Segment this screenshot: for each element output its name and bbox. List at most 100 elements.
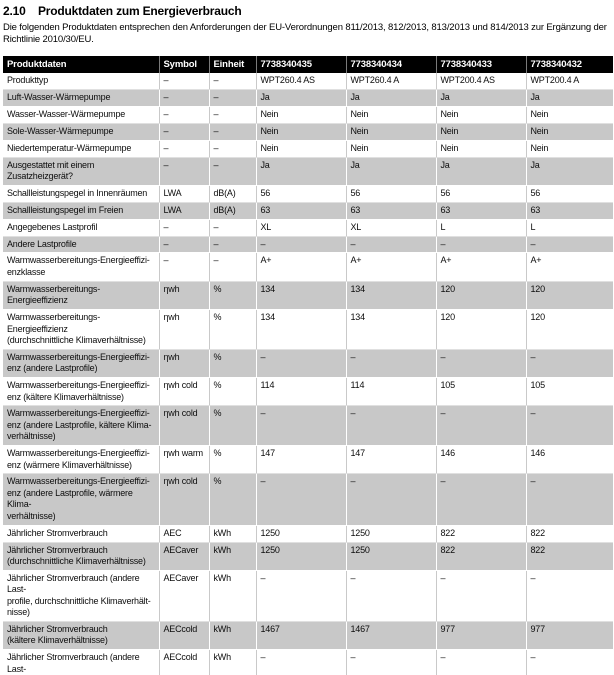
- row-value-cell: 63: [255, 202, 346, 220]
- row-value-cell: A+: [255, 252, 346, 282]
- row-value-cell: 1467: [255, 621, 346, 651]
- row-unit-cell: %: [208, 445, 256, 475]
- row-value-cell: 822: [435, 525, 526, 543]
- row-value-cell: WPT200.4 A: [525, 73, 613, 90]
- row-label-cell: Jährlicher Stromverbrauch: [3, 525, 159, 543]
- row-unit-cell: %: [208, 405, 256, 447]
- row-value-cell: 1467: [345, 621, 436, 651]
- row-unit-cell: –: [208, 236, 256, 254]
- row-symbol-cell: LWA: [158, 185, 209, 203]
- row-value-cell: –: [525, 473, 613, 526]
- row-symbol-cell: AECcold: [158, 621, 209, 651]
- row-symbol-cell: LWA: [158, 202, 209, 220]
- row-value-cell: 56: [255, 185, 346, 203]
- row-value-cell: –: [345, 236, 436, 254]
- table-row: Produkttyp – – WPT260.4 AS WPT260.4 A WP…: [3, 73, 613, 90]
- row-unit-cell: –: [208, 106, 256, 124]
- row-unit-cell: –: [208, 219, 256, 237]
- row-value-cell: Nein: [255, 140, 346, 158]
- row-symbol-cell: –: [158, 157, 209, 186]
- row-label-cell: Warmwasserbereitungs-Energieeffizi- enz …: [3, 445, 159, 475]
- row-value-cell: 63: [525, 202, 613, 220]
- row-value-cell: Ja: [525, 157, 613, 186]
- row-symbol-cell: ηwh: [158, 281, 209, 311]
- row-symbol-cell: ηwh warm: [158, 445, 209, 475]
- row-symbol-cell: –: [158, 73, 209, 90]
- row-symbol-cell: ηwh: [158, 349, 209, 379]
- row-value-cell: Nein: [345, 106, 436, 124]
- row-value-cell: –: [435, 236, 526, 254]
- row-unit-cell: %: [208, 309, 256, 350]
- row-value-cell: 134: [345, 309, 436, 350]
- row-label-cell: Schallleistungspegel im Freien: [3, 202, 159, 220]
- section-heading: 2.10 Produktdaten zum Energieverbrauch: [3, 4, 612, 18]
- row-value-cell: A+: [345, 252, 436, 282]
- row-value-cell: –: [255, 649, 346, 675]
- row-value-cell: –: [255, 473, 346, 526]
- column-header-produktdaten: Produktdaten: [3, 56, 159, 73]
- row-value-cell: Ja: [435, 157, 526, 186]
- row-symbol-cell: –: [158, 236, 209, 254]
- row-value-cell: 134: [345, 281, 436, 311]
- row-symbol-cell: –: [158, 123, 209, 141]
- row-value-cell: XL: [255, 219, 346, 237]
- table-row: Warmwasserbereitungs-Energieeffizi- enz …: [3, 349, 613, 379]
- row-value-cell: 147: [345, 445, 436, 475]
- row-value-cell: –: [525, 649, 613, 675]
- table-row: Jährlicher Stromverbrauch (andere Last- …: [3, 649, 613, 675]
- row-unit-cell: kWh: [208, 649, 256, 675]
- row-unit-cell: kWh: [208, 542, 256, 571]
- row-label-cell: Wasser-Wasser-Wärmepumpe: [3, 106, 159, 124]
- row-value-cell: 134: [255, 309, 346, 350]
- row-value-cell: Ja: [525, 89, 613, 107]
- row-label-cell: Warmwasserbereitungs-Energieeffizienz: [3, 281, 159, 311]
- row-label-cell: Warmwasserbereitungs-Energieeffizi- enz …: [3, 405, 159, 447]
- row-value-cell: WPT260.4 AS: [255, 73, 346, 90]
- row-value-cell: XL: [345, 219, 436, 237]
- page-title: Produktdaten zum Energieverbrauch: [38, 4, 242, 18]
- row-value-cell: 977: [435, 621, 526, 651]
- row-value-cell: 105: [435, 377, 526, 407]
- row-label-cell: Warmwasserbereitungs-Energieeffizi- enz …: [3, 349, 159, 379]
- table-row: Ausgestattet mit einem Zusatzheizgerät? …: [3, 157, 613, 186]
- row-value-cell: Nein: [435, 123, 526, 141]
- table-row: Luft-Wasser-Wärmepumpe – – Ja Ja Ja Ja: [3, 89, 613, 107]
- intro-paragraph: Die folgenden Produktdaten entsprechen d…: [3, 22, 607, 45]
- row-value-cell: Ja: [255, 157, 346, 186]
- row-symbol-cell: AECaver: [158, 570, 209, 622]
- table-row: Jährlicher Stromverbrauch (kältere Klima…: [3, 621, 613, 651]
- row-symbol-cell: –: [158, 219, 209, 237]
- row-label-cell: Niedertemperatur-Wärmepumpe: [3, 140, 159, 158]
- row-value-cell: 1250: [255, 542, 346, 571]
- row-value-cell: 56: [435, 185, 526, 203]
- row-value-cell: 56: [345, 185, 436, 203]
- row-label-cell: Luft-Wasser-Wärmepumpe: [3, 89, 159, 107]
- row-unit-cell: –: [208, 89, 256, 107]
- row-label-cell: Warmwasserbereitungs-Energieeffizi- enz …: [3, 377, 159, 407]
- table-row: Niedertemperatur-Wärmepumpe – – Nein Nei…: [3, 140, 613, 158]
- row-value-cell: –: [525, 570, 613, 622]
- column-header-article-1: 7738340435: [255, 56, 346, 73]
- table-row: Jährlicher Stromverbrauch AEC kWh 1250 1…: [3, 525, 613, 543]
- row-value-cell: Nein: [435, 106, 526, 124]
- row-value-cell: Nein: [525, 106, 613, 124]
- row-value-cell: L: [435, 219, 526, 237]
- row-value-cell: A+: [525, 252, 613, 282]
- row-symbol-cell: ηwh cold: [158, 473, 209, 526]
- row-unit-cell: –: [208, 140, 256, 158]
- table-body: Produkttyp – – WPT260.4 AS WPT260.4 A WP…: [3, 73, 613, 675]
- row-value-cell: 105: [525, 377, 613, 407]
- row-value-cell: –: [255, 349, 346, 379]
- row-label-cell: Ausgestattet mit einem Zusatzheizgerät?: [3, 157, 159, 186]
- row-symbol-cell: –: [158, 89, 209, 107]
- row-value-cell: 1250: [345, 542, 436, 571]
- row-unit-cell: dB(A): [208, 185, 256, 203]
- row-value-cell: Ja: [255, 89, 346, 107]
- row-value-cell: WPT200.4 AS: [435, 73, 526, 90]
- row-value-cell: –: [345, 570, 436, 622]
- row-unit-cell: –: [208, 73, 256, 90]
- row-symbol-cell: AECaver: [158, 542, 209, 571]
- row-value-cell: 114: [255, 377, 346, 407]
- table-row: Sole-Wasser-Wärmepumpe – – Nein Nein Nei…: [3, 123, 613, 141]
- table-row: Angegebenes Lastprofil – – XL XL L L: [3, 219, 613, 237]
